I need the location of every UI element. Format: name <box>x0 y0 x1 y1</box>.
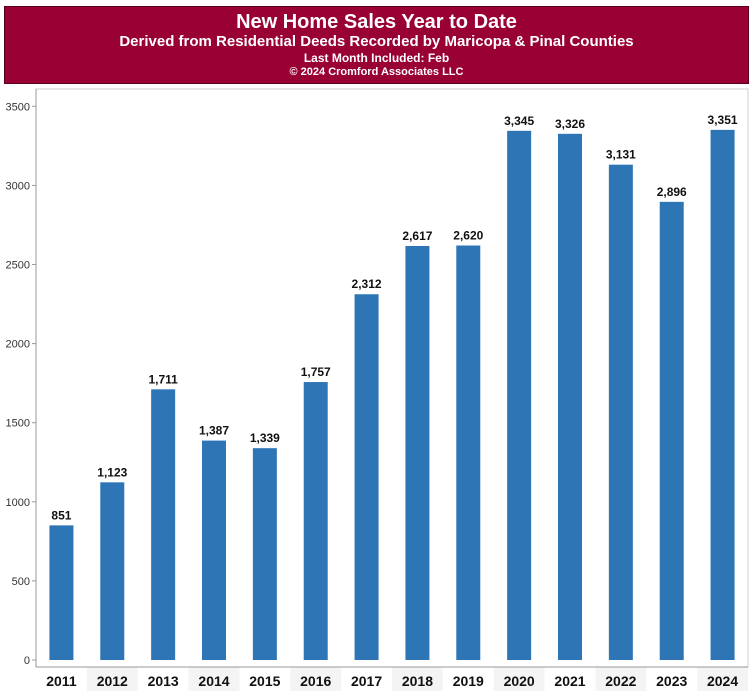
bar-2022 <box>608 164 633 661</box>
y-tick-label: 2500 <box>6 260 30 272</box>
x-tick-label-2018: 2018 <box>402 673 433 689</box>
value-label-2013: 1,711 <box>148 372 178 386</box>
y-tick-label: 3500 <box>6 101 30 113</box>
value-label-2016: 1,757 <box>301 365 331 379</box>
value-label-2018: 2,617 <box>402 229 432 243</box>
last-month-note: Last Month Included: Feb <box>303 51 450 65</box>
bar-2011 <box>49 525 74 660</box>
plot-area: 0 500 1000 1500 2000 2500 3000 3500 851 2011 1,123… <box>6 88 749 691</box>
value-label-2017: 2,312 <box>352 277 382 291</box>
x-tick-label-2017: 2017 <box>351 673 382 689</box>
value-label-2024: 3,351 <box>708 113 738 127</box>
y-tick-label: 1500 <box>6 418 30 430</box>
bar-2013 <box>151 389 176 660</box>
bar-2014 <box>202 440 226 660</box>
x-tick-label-2011: 2011 <box>46 673 77 689</box>
y-tick-label: 0 <box>24 655 30 667</box>
value-label-2020: 3,345 <box>504 114 534 128</box>
x-tick-label-2014: 2014 <box>198 673 229 689</box>
bar-2020 <box>507 130 532 661</box>
bar-2019 <box>456 245 481 661</box>
bar-2024 <box>710 129 735 660</box>
value-label-2014: 1,387 <box>199 424 229 438</box>
x-label-band <box>697 667 748 691</box>
value-label-2023: 2,896 <box>657 185 687 199</box>
bar-2012 <box>100 482 125 660</box>
x-tick-label-2015: 2015 <box>249 673 280 689</box>
x-tick-label-2023: 2023 <box>656 673 687 689</box>
bar-2023 <box>659 201 684 661</box>
chart-subtitle: Derived from Residential Deeds Recorded … <box>119 33 634 50</box>
x-label-band <box>290 667 342 691</box>
value-label-2022: 3,131 <box>606 148 636 162</box>
title-banner: New Home Sales Year to Date Derived from… <box>4 6 749 84</box>
value-label-2011: 851 <box>51 508 71 522</box>
value-label-2012: 1,123 <box>97 465 127 479</box>
x-tick-label-2024: 2024 <box>707 673 738 689</box>
bar-2017 <box>354 294 379 660</box>
plot-border <box>35 88 749 668</box>
x-tick-label-2020: 2020 <box>504 673 535 689</box>
x-tick-label-2016: 2016 <box>300 673 331 689</box>
chart-title: New Home Sales Year to Date <box>236 11 517 33</box>
x-label-band <box>392 667 443 691</box>
x-label-band <box>595 667 647 691</box>
copyright-note: © 2024 Cromford Associates LLC <box>289 66 464 78</box>
value-label-2019: 2,620 <box>453 229 483 243</box>
value-label-2021: 3,326 <box>555 117 585 131</box>
bar-2021 <box>558 133 582 661</box>
bar-2015 <box>252 448 277 660</box>
x-label-band <box>493 667 545 691</box>
x-tick-label-2021: 2021 <box>554 673 585 689</box>
bar-2016 <box>303 382 328 660</box>
x-tick-label-2019: 2019 <box>453 673 484 689</box>
y-tick-label: 1000 <box>6 497 30 509</box>
x-tick-label-2012: 2012 <box>97 673 128 689</box>
bar-2018 <box>405 245 430 660</box>
x-label-band <box>86 667 138 691</box>
x-tick-label-2013: 2013 <box>148 673 179 689</box>
y-tick-label: 3000 <box>6 180 30 192</box>
y-tick-label: 500 <box>12 576 30 588</box>
y-tick-label: 2000 <box>6 339 30 351</box>
x-label-band <box>188 667 240 691</box>
value-label-2015: 1,339 <box>250 431 280 445</box>
x-tick-label-2022: 2022 <box>605 673 636 689</box>
